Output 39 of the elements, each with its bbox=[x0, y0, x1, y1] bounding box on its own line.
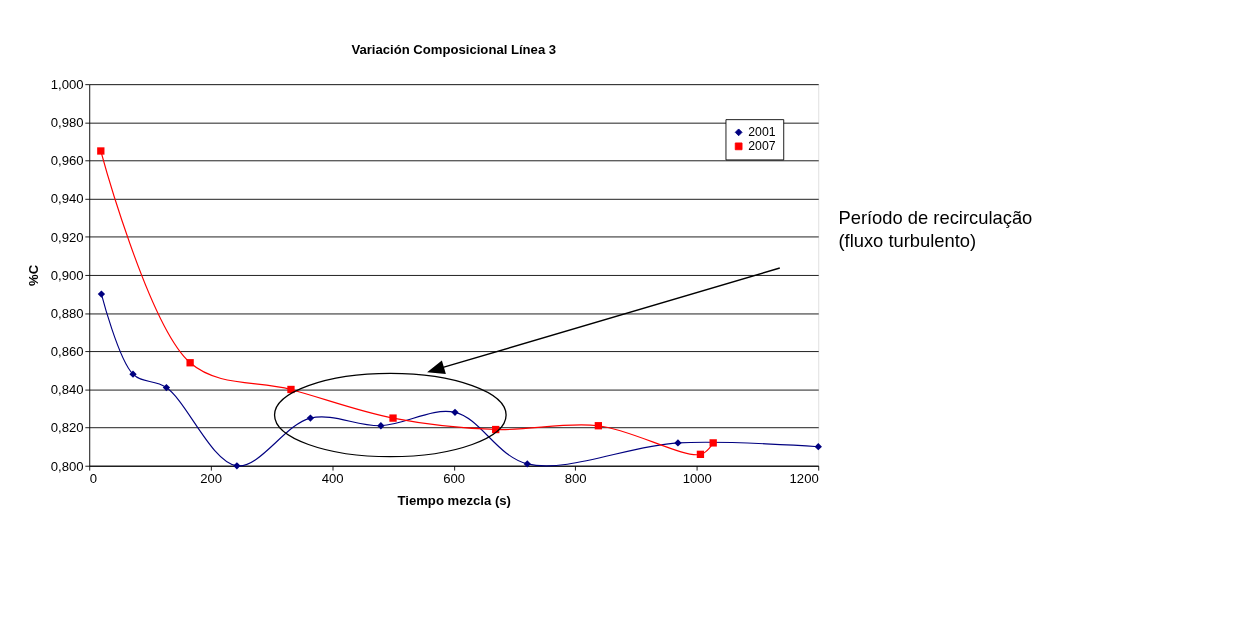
x-tick-label: 1200 bbox=[789, 470, 819, 486]
point bbox=[389, 414, 397, 422]
text: Período de recirculação (fluxo turbulento) bbox=[838, 207, 1033, 251]
y-tick-label: 0,900 bbox=[50, 267, 84, 283]
y-tick-label: 0,860 bbox=[50, 344, 84, 360]
point bbox=[306, 414, 315, 422]
point bbox=[709, 439, 717, 447]
point bbox=[377, 422, 385, 430]
point bbox=[233, 462, 241, 470]
point bbox=[523, 460, 531, 468]
point bbox=[451, 408, 459, 417]
legend-label: 2007 bbox=[748, 138, 776, 153]
chart-title: Variación Composicional Línea 3 bbox=[351, 41, 557, 57]
point bbox=[162, 383, 171, 392]
x-tick-label: 800 bbox=[564, 470, 587, 486]
y-tick-label: 0,800 bbox=[50, 458, 84, 474]
x-tick-label: 400 bbox=[321, 470, 344, 486]
point bbox=[287, 385, 295, 394]
y-tick-label: 0,940 bbox=[50, 191, 84, 207]
y-tick-label: 0,840 bbox=[50, 382, 84, 398]
point bbox=[814, 443, 822, 451]
y-tick-label: 0,960 bbox=[50, 153, 84, 169]
x-axis-title: Tiempo mezcla (s) bbox=[397, 492, 511, 508]
point bbox=[97, 147, 105, 155]
x-tick-label: 200 bbox=[200, 470, 223, 486]
point bbox=[696, 450, 705, 458]
point bbox=[97, 290, 106, 298]
legend-label: 2001 bbox=[748, 124, 776, 139]
y-tick-label: 0,820 bbox=[50, 420, 84, 436]
y-tick-label: 0,980 bbox=[50, 115, 84, 131]
point bbox=[186, 359, 194, 367]
x-tick-label: 1000 bbox=[682, 470, 712, 486]
y-axis-title: %C bbox=[25, 264, 41, 286]
point bbox=[594, 422, 603, 430]
y-tick-label: 0,880 bbox=[50, 305, 84, 321]
x-tick-label: 600 bbox=[443, 470, 466, 486]
x-tick-label: 0 bbox=[89, 470, 97, 486]
y-tick-label: 0,920 bbox=[50, 229, 84, 245]
y-tick-label: 1,000 bbox=[50, 77, 84, 93]
